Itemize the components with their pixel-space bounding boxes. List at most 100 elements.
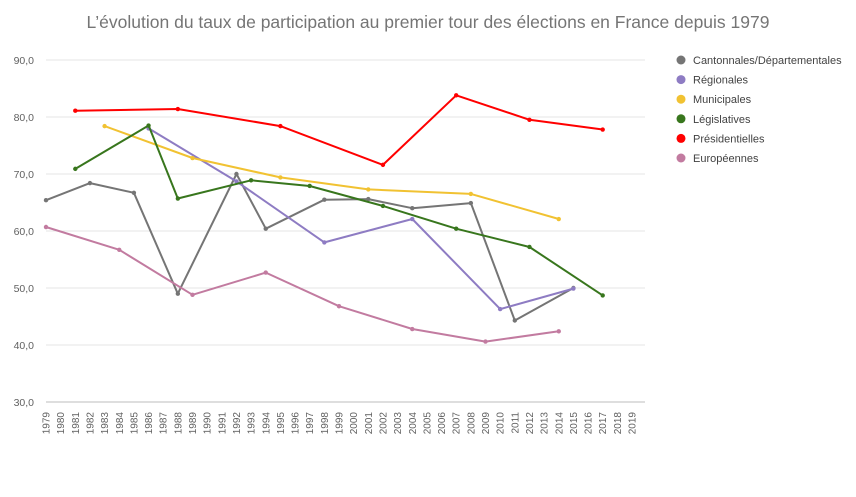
legend-entry[interactable]: Présidentielles bbox=[676, 133, 766, 145]
x-tick-label: 1979 bbox=[42, 412, 53, 435]
x-tick-label: 2004 bbox=[408, 412, 419, 435]
data-point bbox=[600, 127, 605, 132]
x-tick-label: 1995 bbox=[276, 412, 287, 435]
chart-title: L’évolution du taux de participation au … bbox=[86, 12, 770, 32]
legend-marker bbox=[676, 133, 686, 143]
x-axis-tick-labels: 1979 1980 1981 1982 1983 1984 1985 1986 1987 1988… bbox=[42, 412, 639, 435]
series-5 bbox=[43, 224, 561, 344]
legend-label: Européennes bbox=[693, 153, 759, 165]
data-point bbox=[263, 226, 268, 231]
x-tick-label: 1994 bbox=[261, 412, 272, 435]
legend-marker bbox=[676, 153, 686, 163]
series-2 bbox=[102, 123, 561, 222]
series-3 bbox=[73, 123, 605, 298]
x-tick-label: 1989 bbox=[188, 412, 199, 435]
series-line bbox=[74, 124, 604, 297]
data-point bbox=[497, 306, 503, 312]
data-point bbox=[600, 293, 605, 298]
data-point bbox=[571, 286, 576, 291]
grid-lines bbox=[46, 59, 645, 403]
x-tick-label: 2007 bbox=[452, 412, 463, 435]
data-point bbox=[454, 226, 459, 231]
x-tick-label: 1984 bbox=[115, 412, 126, 435]
x-tick-label: 2000 bbox=[349, 412, 360, 435]
data-point bbox=[454, 93, 459, 98]
x-tick-label: 2015 bbox=[569, 412, 580, 435]
x-tick-label: 1999 bbox=[335, 412, 346, 435]
data-point bbox=[556, 329, 561, 334]
series-4 bbox=[73, 93, 605, 168]
data-point bbox=[43, 224, 49, 230]
x-tick-label: 2012 bbox=[525, 412, 536, 435]
y-tick-label: 50,0 bbox=[14, 283, 35, 295]
data-point bbox=[468, 191, 474, 197]
x-tick-label: 1986 bbox=[144, 412, 155, 435]
data-point bbox=[73, 166, 78, 172]
data-point bbox=[73, 108, 78, 113]
legend: Cantonnales/Départementales Régionales Mun… bbox=[676, 55, 843, 165]
x-tick-label: 1981 bbox=[71, 412, 82, 435]
data-point bbox=[263, 270, 268, 275]
x-tick-label: 1992 bbox=[232, 412, 243, 435]
data-point bbox=[234, 179, 239, 184]
x-tick-label: 2008 bbox=[466, 412, 477, 435]
legend-label: Présidentielles bbox=[693, 133, 765, 145]
x-tick-label: 2017 bbox=[598, 412, 609, 435]
data-point bbox=[87, 180, 93, 186]
data-point bbox=[380, 203, 386, 209]
data-point bbox=[366, 196, 371, 202]
x-tick-label: 1993 bbox=[247, 412, 258, 435]
legend-entry[interactable]: Législatives bbox=[676, 114, 751, 126]
series-0 bbox=[43, 171, 576, 323]
legend-entry[interactable]: Régionales bbox=[676, 75, 749, 87]
data-point bbox=[527, 117, 532, 123]
series-line bbox=[103, 125, 560, 220]
x-tick-label: 2013 bbox=[540, 412, 551, 435]
data-point bbox=[322, 240, 327, 245]
data-point bbox=[556, 216, 561, 222]
y-tick-label: 80,0 bbox=[14, 112, 35, 124]
data-point bbox=[512, 318, 517, 323]
data-point bbox=[468, 200, 474, 206]
legend-entry[interactable]: Européennes bbox=[676, 153, 759, 165]
legend-label: Régionales bbox=[693, 75, 749, 87]
x-tick-label: 1997 bbox=[305, 412, 316, 435]
y-axis-tick-labels: 30,0 40,0 50,0 60,0 70,0 80,0 90,0 bbox=[14, 55, 35, 409]
data-point bbox=[146, 123, 151, 128]
x-tick-label: 2009 bbox=[481, 412, 492, 435]
data-point bbox=[322, 197, 327, 202]
x-tick-label: 2005 bbox=[422, 412, 433, 435]
legend-marker bbox=[676, 94, 686, 104]
x-tick-label: 2016 bbox=[584, 412, 595, 435]
data-point bbox=[190, 155, 195, 161]
x-tick-label: 2001 bbox=[364, 412, 375, 435]
legend-label: Législatives bbox=[693, 114, 751, 126]
data-point bbox=[366, 187, 371, 192]
x-tick-label: 2014 bbox=[554, 412, 565, 435]
legend-entry[interactable]: Cantonnales/Départementales bbox=[676, 55, 843, 67]
data-point bbox=[43, 198, 49, 203]
legend-marker bbox=[676, 55, 686, 65]
x-tick-label: 1991 bbox=[217, 412, 228, 435]
x-tick-label: 2002 bbox=[378, 412, 389, 435]
legend-marker bbox=[676, 75, 686, 85]
y-tick-label: 90,0 bbox=[14, 55, 35, 67]
legend-entry[interactable]: Municipales bbox=[676, 94, 752, 106]
y-tick-label: 60,0 bbox=[14, 226, 35, 238]
data-point bbox=[410, 326, 415, 332]
data-point bbox=[117, 247, 122, 253]
series-line bbox=[45, 226, 560, 343]
legend-marker bbox=[676, 114, 686, 124]
x-tick-label: 1996 bbox=[291, 412, 302, 435]
data-point bbox=[278, 175, 283, 180]
data-point bbox=[380, 162, 386, 168]
x-tick-label: 1983 bbox=[100, 412, 111, 435]
data-point bbox=[248, 178, 254, 183]
data-point bbox=[131, 190, 137, 196]
x-tick-label: 1985 bbox=[129, 412, 140, 435]
y-tick-label: 30,0 bbox=[14, 397, 35, 409]
x-tick-label: 1990 bbox=[203, 412, 214, 435]
series-line bbox=[147, 127, 575, 311]
data-point bbox=[190, 292, 195, 298]
